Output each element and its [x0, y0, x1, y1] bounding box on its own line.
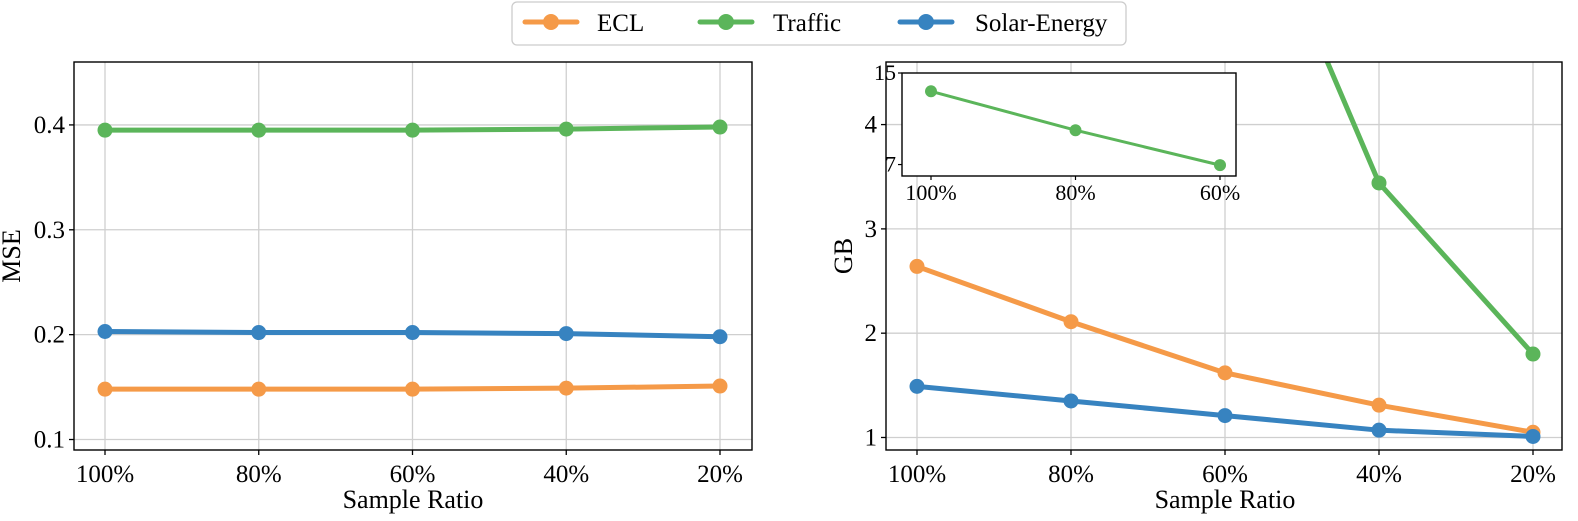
gb-point-ecl-0: [909, 258, 925, 274]
legend-ecl-marker: [543, 14, 559, 30]
gb-series: [909, 62, 1541, 444]
mse-point-ecl-0: [97, 381, 113, 397]
legend-solar-marker: [918, 14, 934, 30]
gb-x-tick-label-4: 20%: [1510, 461, 1556, 488]
mse-y-ticks: 0.1 0.2 0.3 0.4: [34, 112, 74, 454]
mse-point-traffic-2: [405, 122, 420, 138]
mse-chart: 100% 80% 60% 40% 20% 0.1 0.2 0.3 0.4 Sample Rat…: [0, 61, 753, 514]
gb-y-axis-label: GB: [829, 238, 858, 274]
gb-y-tick-label-2: 3: [865, 216, 878, 243]
gb-x-tick-label-0: 100%: [888, 461, 946, 488]
mse-y-tick-label-0: 0.1: [34, 427, 65, 454]
legend-ecl-label: ECL: [597, 10, 644, 37]
mse-x-tick-label-2: 60%: [390, 461, 436, 488]
inset-point-traffic-1: [1069, 124, 1082, 137]
mse-point-traffic-4: [712, 119, 728, 135]
mse-point-ecl-3: [558, 380, 574, 396]
gb-point-solar-energy-1: [1063, 393, 1079, 409]
gb-inset-series: [925, 85, 1226, 172]
legend-solar-label: Solar-Energy: [975, 10, 1108, 37]
gb-x-axis-label: Sample Ratio: [1155, 485, 1296, 514]
gb-inset-frame: [901, 72, 1237, 177]
mse-point-traffic-1: [251, 122, 267, 138]
mse-y-axis-label: MSE: [0, 229, 26, 282]
gb-inset-background: [902, 73, 1236, 176]
gb-point-traffic-4: [1525, 346, 1541, 362]
mse-point-solar-energy-0: [97, 324, 113, 340]
gb-y-ticks: 1 2 3 4: [865, 112, 886, 451]
mse-x-tick-label-0: 100%: [76, 461, 134, 488]
gb-y-tick-label-3: 4: [865, 112, 878, 139]
gb-x-ticks: 100% 80% 60% 40% 20%: [888, 450, 1556, 488]
gb-y-tick-label-0: 1: [865, 424, 878, 451]
mse-point-ecl-4: [712, 378, 728, 394]
mse-point-traffic-3: [558, 121, 574, 137]
gb-chart: 100% 80% 60% 40% 20% 1 2 3 4 Sample Ratio GB 10…: [829, 60, 1563, 514]
gb-point-ecl-1: [1063, 314, 1079, 330]
legend-traffic-marker: [718, 14, 734, 30]
gb-point-solar-energy-3: [1371, 422, 1387, 438]
mse-x-tick-label-3: 40%: [543, 461, 589, 488]
inset-x-tick-label-2: 60%: [1200, 180, 1240, 205]
mse-y-tick-label-1: 0.2: [34, 322, 65, 349]
mse-series: [97, 119, 728, 397]
gb-inset: 100% 80% 60% 7 15: [874, 60, 1240, 205]
inset-point-traffic-2: [1214, 159, 1226, 172]
mse-x-ticks: 100% 80% 60% 40% 20%: [76, 450, 743, 488]
gb-point-traffic-3: [1371, 175, 1387, 191]
mse-point-ecl-2: [405, 381, 420, 397]
gb-point-ecl-2: [1217, 365, 1233, 381]
legend-frame: [511, 1, 1127, 46]
gb-y-tick-label-1: 2: [865, 320, 878, 347]
mse-point-solar-energy-1: [251, 325, 267, 341]
mse-point-traffic-0: [97, 122, 113, 138]
gb-point-ecl-3: [1371, 397, 1387, 413]
mse-point-solar-energy-4: [712, 329, 728, 345]
mse-y-tick-label-3: 0.4: [34, 112, 66, 139]
mse-x-axis-label: Sample Ratio: [343, 485, 484, 514]
gb-inset-y-ticks: 7 15: [874, 60, 902, 177]
mse-point-solar-energy-3: [558, 326, 574, 342]
inset-x-tick-label-1: 80%: [1055, 180, 1095, 205]
mse-x-tick-label-1: 80%: [236, 461, 282, 488]
gb-x-tick-label-2: 60%: [1202, 461, 1248, 488]
gb-x-tick-label-1: 80%: [1048, 461, 1094, 488]
inset-y-tick-label-0: 7: [885, 152, 896, 177]
gb-point-solar-energy-2: [1217, 408, 1233, 424]
legend: ECL Traffic Solar-Energy: [511, 1, 1127, 46]
inset-x-tick-label-0: 100%: [905, 180, 956, 205]
gb-point-solar-energy-4: [1525, 428, 1541, 444]
mse-y-tick-label-2: 0.3: [34, 217, 65, 244]
inset-point-traffic-0: [925, 85, 937, 98]
inset-y-tick-label-1: 15: [874, 60, 896, 85]
gb-x-tick-label-3: 40%: [1356, 461, 1402, 488]
mse-x-tick-label-4: 20%: [697, 461, 743, 488]
mse-point-solar-energy-2: [405, 325, 420, 341]
mse-point-ecl-1: [251, 381, 267, 397]
legend-traffic-label: Traffic: [773, 10, 841, 37]
gb-inset-x-ticks: 100% 80% 60%: [905, 176, 1240, 205]
gb-plot-frame: [885, 61, 1563, 451]
gb-point-solar-energy-0: [909, 378, 925, 394]
